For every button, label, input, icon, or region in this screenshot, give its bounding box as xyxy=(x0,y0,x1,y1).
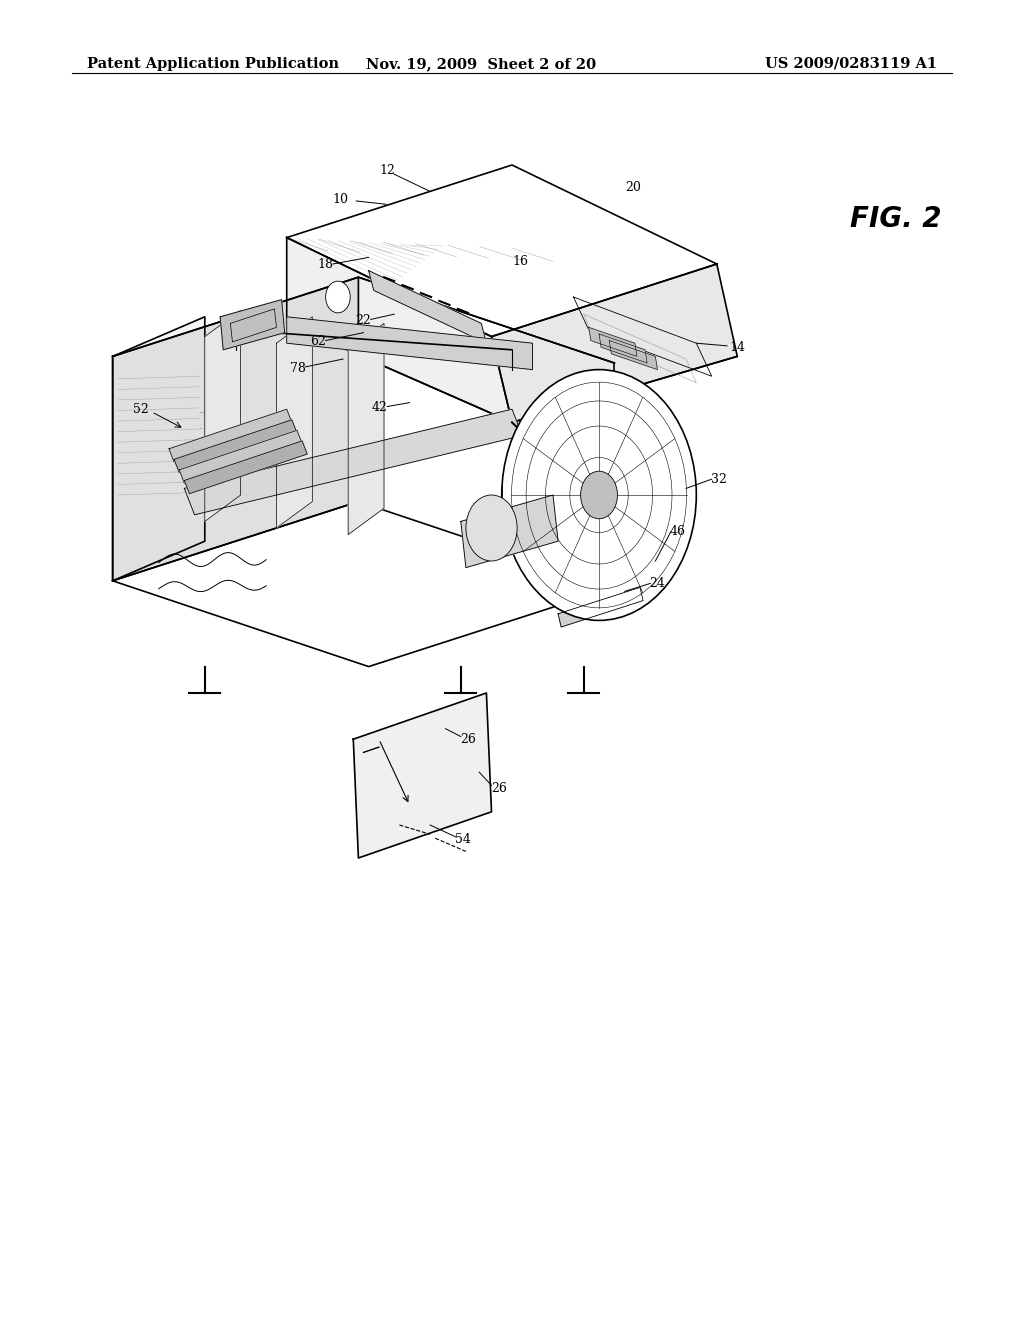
Text: 46: 46 xyxy=(670,525,686,539)
Circle shape xyxy=(326,281,350,313)
Polygon shape xyxy=(184,409,522,515)
Polygon shape xyxy=(205,310,241,521)
Polygon shape xyxy=(369,271,486,343)
Circle shape xyxy=(502,370,696,620)
Circle shape xyxy=(581,471,617,519)
Polygon shape xyxy=(589,327,637,356)
Text: 32: 32 xyxy=(711,473,727,486)
Polygon shape xyxy=(353,693,492,858)
Text: 14: 14 xyxy=(729,341,745,354)
Polygon shape xyxy=(220,300,285,350)
Text: 26: 26 xyxy=(460,733,476,746)
Polygon shape xyxy=(113,277,358,581)
Text: 12: 12 xyxy=(379,164,395,177)
Polygon shape xyxy=(113,317,205,581)
Text: 42: 42 xyxy=(372,401,388,414)
Circle shape xyxy=(466,495,517,561)
Polygon shape xyxy=(179,430,302,483)
Text: 52: 52 xyxy=(133,403,150,416)
Text: 18: 18 xyxy=(317,257,334,271)
Polygon shape xyxy=(287,165,717,337)
Polygon shape xyxy=(287,317,532,370)
Polygon shape xyxy=(113,502,614,667)
Text: 78: 78 xyxy=(290,362,306,375)
Polygon shape xyxy=(599,334,647,363)
Polygon shape xyxy=(276,317,312,528)
Text: FIG. 2: FIG. 2 xyxy=(850,205,941,232)
Polygon shape xyxy=(492,264,737,422)
Text: 24: 24 xyxy=(649,577,666,590)
Text: US 2009/0283119 A1: US 2009/0283119 A1 xyxy=(765,57,937,71)
Text: 22: 22 xyxy=(355,314,372,327)
Text: 10: 10 xyxy=(332,193,348,206)
Polygon shape xyxy=(558,587,643,627)
Text: Nov. 19, 2009  Sheet 2 of 20: Nov. 19, 2009 Sheet 2 of 20 xyxy=(367,57,596,71)
Text: 26: 26 xyxy=(490,781,507,795)
Text: 16: 16 xyxy=(512,255,528,268)
Text: 62: 62 xyxy=(310,335,327,348)
Polygon shape xyxy=(184,441,307,494)
Polygon shape xyxy=(174,420,297,473)
Polygon shape xyxy=(287,238,512,422)
Text: Patent Application Publication: Patent Application Publication xyxy=(87,57,339,71)
Polygon shape xyxy=(169,409,292,462)
Polygon shape xyxy=(348,323,384,535)
Text: 20: 20 xyxy=(625,181,641,194)
Text: 54: 54 xyxy=(455,833,471,846)
Polygon shape xyxy=(609,341,657,370)
Polygon shape xyxy=(461,495,558,568)
